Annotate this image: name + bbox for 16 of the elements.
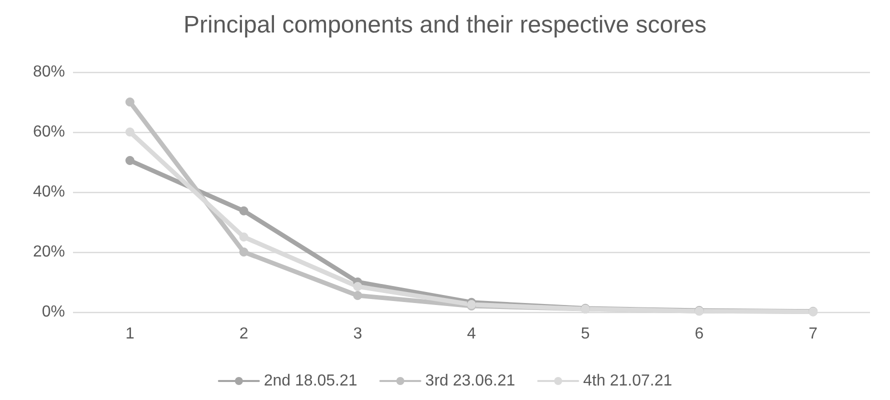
x-tick-label: 3 — [353, 326, 362, 342]
x-tick-label: 1 — [125, 326, 134, 342]
x-tick-label: 7 — [808, 326, 818, 342]
x-tick-label: 5 — [580, 326, 590, 342]
y-tick-label: 60% — [32, 124, 65, 140]
x-tick-label: 6 — [694, 326, 704, 342]
y-tick-label: 40% — [32, 184, 65, 200]
y-tick-label: 0% — [42, 304, 65, 320]
x-tick-label: 4 — [467, 326, 476, 342]
x-tick-label: 2 — [239, 326, 248, 342]
legend-label: 2nd 18.05.21 — [264, 372, 358, 390]
y-tick-label: 80% — [32, 64, 65, 80]
y-tick-label: 20% — [32, 244, 65, 260]
legend-label: 3rd 23.06.21 — [425, 372, 516, 390]
legend-label: 4th 21.07.21 — [583, 372, 672, 390]
chart-title: Principal components and their respective scores — [184, 12, 706, 38]
